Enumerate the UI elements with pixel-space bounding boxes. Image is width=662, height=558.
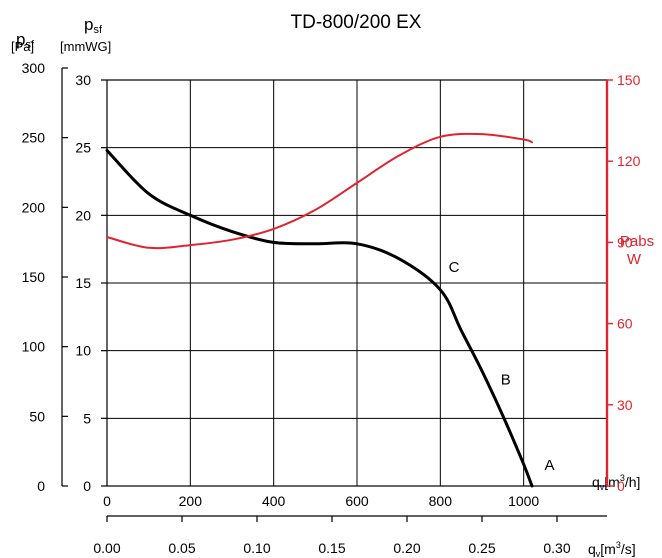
x-primary-tick-label: 400 bbox=[262, 493, 286, 509]
x-primary-tick-label: 600 bbox=[345, 493, 369, 509]
y-inner-axis-unit: [mmWG] bbox=[60, 39, 111, 54]
x-secondary-tick-label: 0.30 bbox=[543, 540, 570, 556]
axes bbox=[61, 67, 613, 522]
x-secondary-tick-label: 0.25 bbox=[468, 540, 495, 556]
y-right-tick-label: 120 bbox=[617, 153, 641, 169]
curve-point-label: C bbox=[449, 259, 460, 276]
y-right-tick-label: 60 bbox=[617, 316, 633, 332]
y-inner-tick-label: 5 bbox=[83, 410, 91, 426]
y-outer-axis-unit: [Pa] bbox=[11, 39, 34, 54]
y-inner-tick-label: 20 bbox=[75, 207, 91, 223]
y-outer-tick-label: 50 bbox=[29, 408, 45, 424]
annotations: C B A bbox=[449, 259, 555, 474]
x-secondary-tick-label: 0.05 bbox=[168, 540, 195, 556]
y-inner-axis-title: psf bbox=[84, 15, 103, 36]
y-outer-tick-label: 250 bbox=[22, 130, 46, 146]
y-inner-tick-label: 10 bbox=[75, 343, 91, 359]
curve-point-label: B bbox=[501, 372, 511, 389]
y-outer-axis-title: psf bbox=[16, 30, 35, 51]
power-curve bbox=[106, 132, 533, 250]
series-group bbox=[105, 132, 534, 488]
y-right-axis-unit: W bbox=[627, 251, 642, 268]
y-right-tick-label: 150 bbox=[617, 72, 641, 88]
y-outer-tick-label: 200 bbox=[22, 199, 46, 215]
y-right-axis-title: Pabs bbox=[620, 233, 654, 250]
x-primary-tick-label: 1000 bbox=[508, 493, 539, 509]
y-inner-tick-label: 0 bbox=[83, 478, 91, 494]
x-secondary-tick-label: 0.00 bbox=[93, 540, 120, 556]
y-inner-tick-label: 25 bbox=[75, 140, 91, 156]
chart-title: TD-800/200 EX bbox=[291, 12, 422, 33]
y-inner-tick-label: 15 bbox=[75, 275, 91, 291]
y-right-tick-label: 30 bbox=[617, 397, 633, 413]
y-outer-tick-label: 0 bbox=[37, 478, 45, 494]
x-secondary-tick-label: 0.10 bbox=[243, 540, 270, 556]
x-primary-tick-label: 800 bbox=[429, 493, 453, 509]
x-secondary-axis-title: qv[m3/s] bbox=[588, 540, 636, 558]
y-right-tick-label: 90 bbox=[617, 234, 633, 250]
x-secondary-tick-label: 0.15 bbox=[318, 540, 345, 556]
y-outer-tick-label: 100 bbox=[22, 339, 46, 355]
y-outer-tick-label: 150 bbox=[22, 269, 46, 285]
x-primary-tick-label: 200 bbox=[179, 493, 203, 509]
y-inner-tick-label: 30 bbox=[75, 72, 91, 88]
grid bbox=[106, 79, 607, 487]
curve-point-label: A bbox=[545, 457, 555, 474]
pressure-curve bbox=[105, 148, 534, 488]
x-secondary-tick-label: 0.20 bbox=[393, 540, 420, 556]
x-primary-tick-label: 0 bbox=[103, 493, 111, 509]
y-outer-tick-label: 300 bbox=[22, 60, 46, 76]
y-right-tick-label: 0 bbox=[617, 478, 625, 494]
tick-labels: 0501001502002503000510152025300306090120… bbox=[22, 60, 641, 556]
